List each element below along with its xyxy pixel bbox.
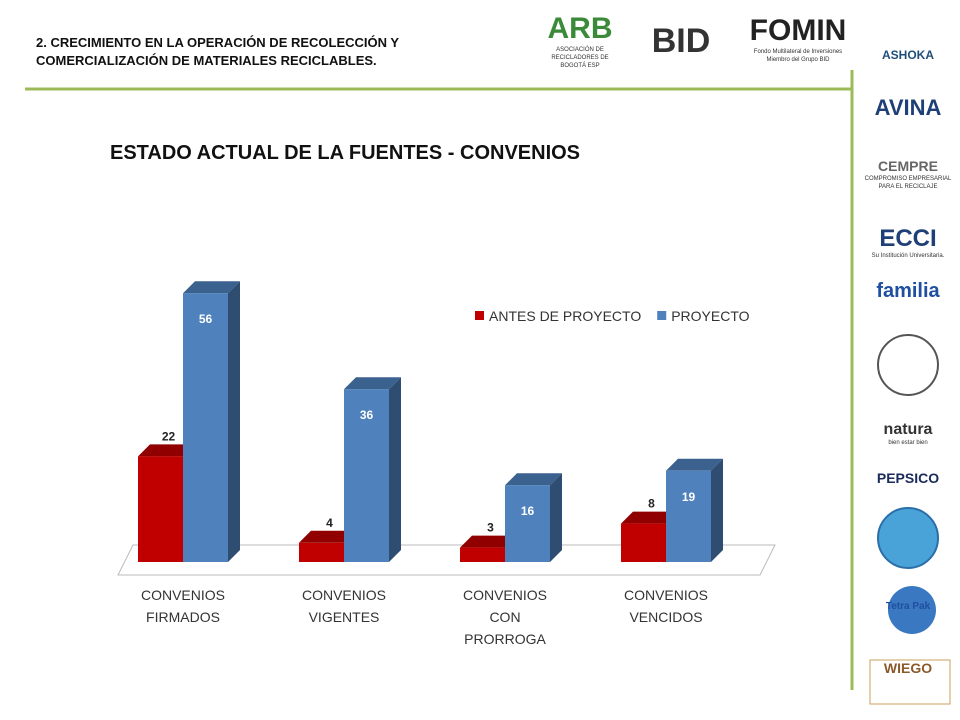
data-label: 16	[521, 504, 535, 518]
bar-front	[460, 547, 505, 562]
bar-top	[505, 473, 562, 486]
bar-top	[666, 458, 723, 471]
bar-top	[299, 530, 356, 543]
legend-label: ANTES DE PROYECTO	[489, 308, 641, 324]
x-tick-label: CONVENIOS VIGENTES	[301, 587, 386, 625]
bar-front	[666, 470, 711, 562]
bar-top	[344, 377, 401, 390]
logo: FOMIN Fondo Multilateral de Inversiones M…	[749, 14, 847, 63]
bar-side	[228, 281, 240, 562]
bar-top	[460, 535, 517, 548]
bar-front	[344, 389, 389, 562]
data-label: 4	[326, 516, 333, 530]
bar-side	[711, 458, 723, 562]
logo-caption: ASOCIACIÓN DE RECICLADORES DE BOGOTÁ ESP	[551, 47, 609, 69]
logo-caption: COMPROMISO EMPRESARIAL PARA EL RECICLAJE	[864, 176, 952, 190]
bar-front	[138, 456, 183, 562]
logo: PEPSICO	[876, 470, 940, 486]
logo: familia	[876, 280, 940, 302]
x-tick-label: CONVENIOS FIRMADOS	[140, 587, 225, 625]
bar-top	[138, 444, 195, 457]
logo-emblem	[869, 659, 951, 705]
logo: ECCI Su Institución Universitaria.	[862, 225, 954, 260]
logo: ARB ASOCIACIÓN DE RECICLADORES DE BOGOTÁ …	[545, 12, 615, 70]
x-tick-label: CONVENIOS VENCIDOS	[623, 587, 708, 625]
bar	[183, 281, 240, 562]
logo-emblem	[877, 507, 939, 569]
data-label: 3	[487, 521, 494, 535]
bar	[505, 473, 562, 562]
bar-top	[621, 511, 678, 524]
data-label: 8	[648, 497, 655, 511]
logo: BID	[651, 22, 711, 60]
legend-swatch	[475, 311, 484, 320]
data-label: 19	[682, 490, 696, 504]
bar-front	[183, 293, 228, 562]
x-tick-label: CONVENIOS CON PRORROGA	[462, 587, 547, 647]
logo: ASHOKA	[881, 48, 934, 62]
bar-front	[621, 523, 666, 562]
logo-emblem	[888, 586, 936, 634]
bar-front	[299, 542, 344, 562]
bar-front	[505, 485, 550, 562]
chart-floor	[117, 544, 776, 576]
logo: CEMPRE COMPROMISO EMPRESARIAL PARA EL REC…	[862, 158, 954, 191]
logo-caption: Fondo Multilateral de Inversiones Miembr…	[753, 49, 843, 63]
chart-title: ESTADO ACTUAL DE LA FUENTES - CONVENIOS	[110, 142, 581, 164]
logo: Tetra Pak	[885, 601, 931, 612]
header-title: 2. CRECIMIENTO EN LA OPERACIÓN DE RECOLE…	[36, 35, 399, 68]
legend-swatch	[657, 311, 667, 320]
data-label: 22	[162, 429, 176, 443]
logo-emblem	[877, 334, 939, 396]
logo: natura bien estar bien	[862, 420, 954, 447]
legend-label: PROYECTO	[671, 308, 749, 324]
data-label: 56	[199, 312, 213, 326]
logo-caption: Su Institución Universitaria.	[871, 253, 945, 259]
logo: WIEGO	[883, 660, 933, 676]
bar	[666, 458, 723, 562]
bar-side	[389, 377, 401, 562]
bar-side	[550, 473, 562, 562]
bar-top	[183, 281, 240, 294]
data-label: 36	[360, 408, 374, 422]
logo: AVINA	[874, 95, 942, 120]
logo-caption: bien estar bien	[888, 440, 928, 446]
bar	[344, 377, 401, 562]
